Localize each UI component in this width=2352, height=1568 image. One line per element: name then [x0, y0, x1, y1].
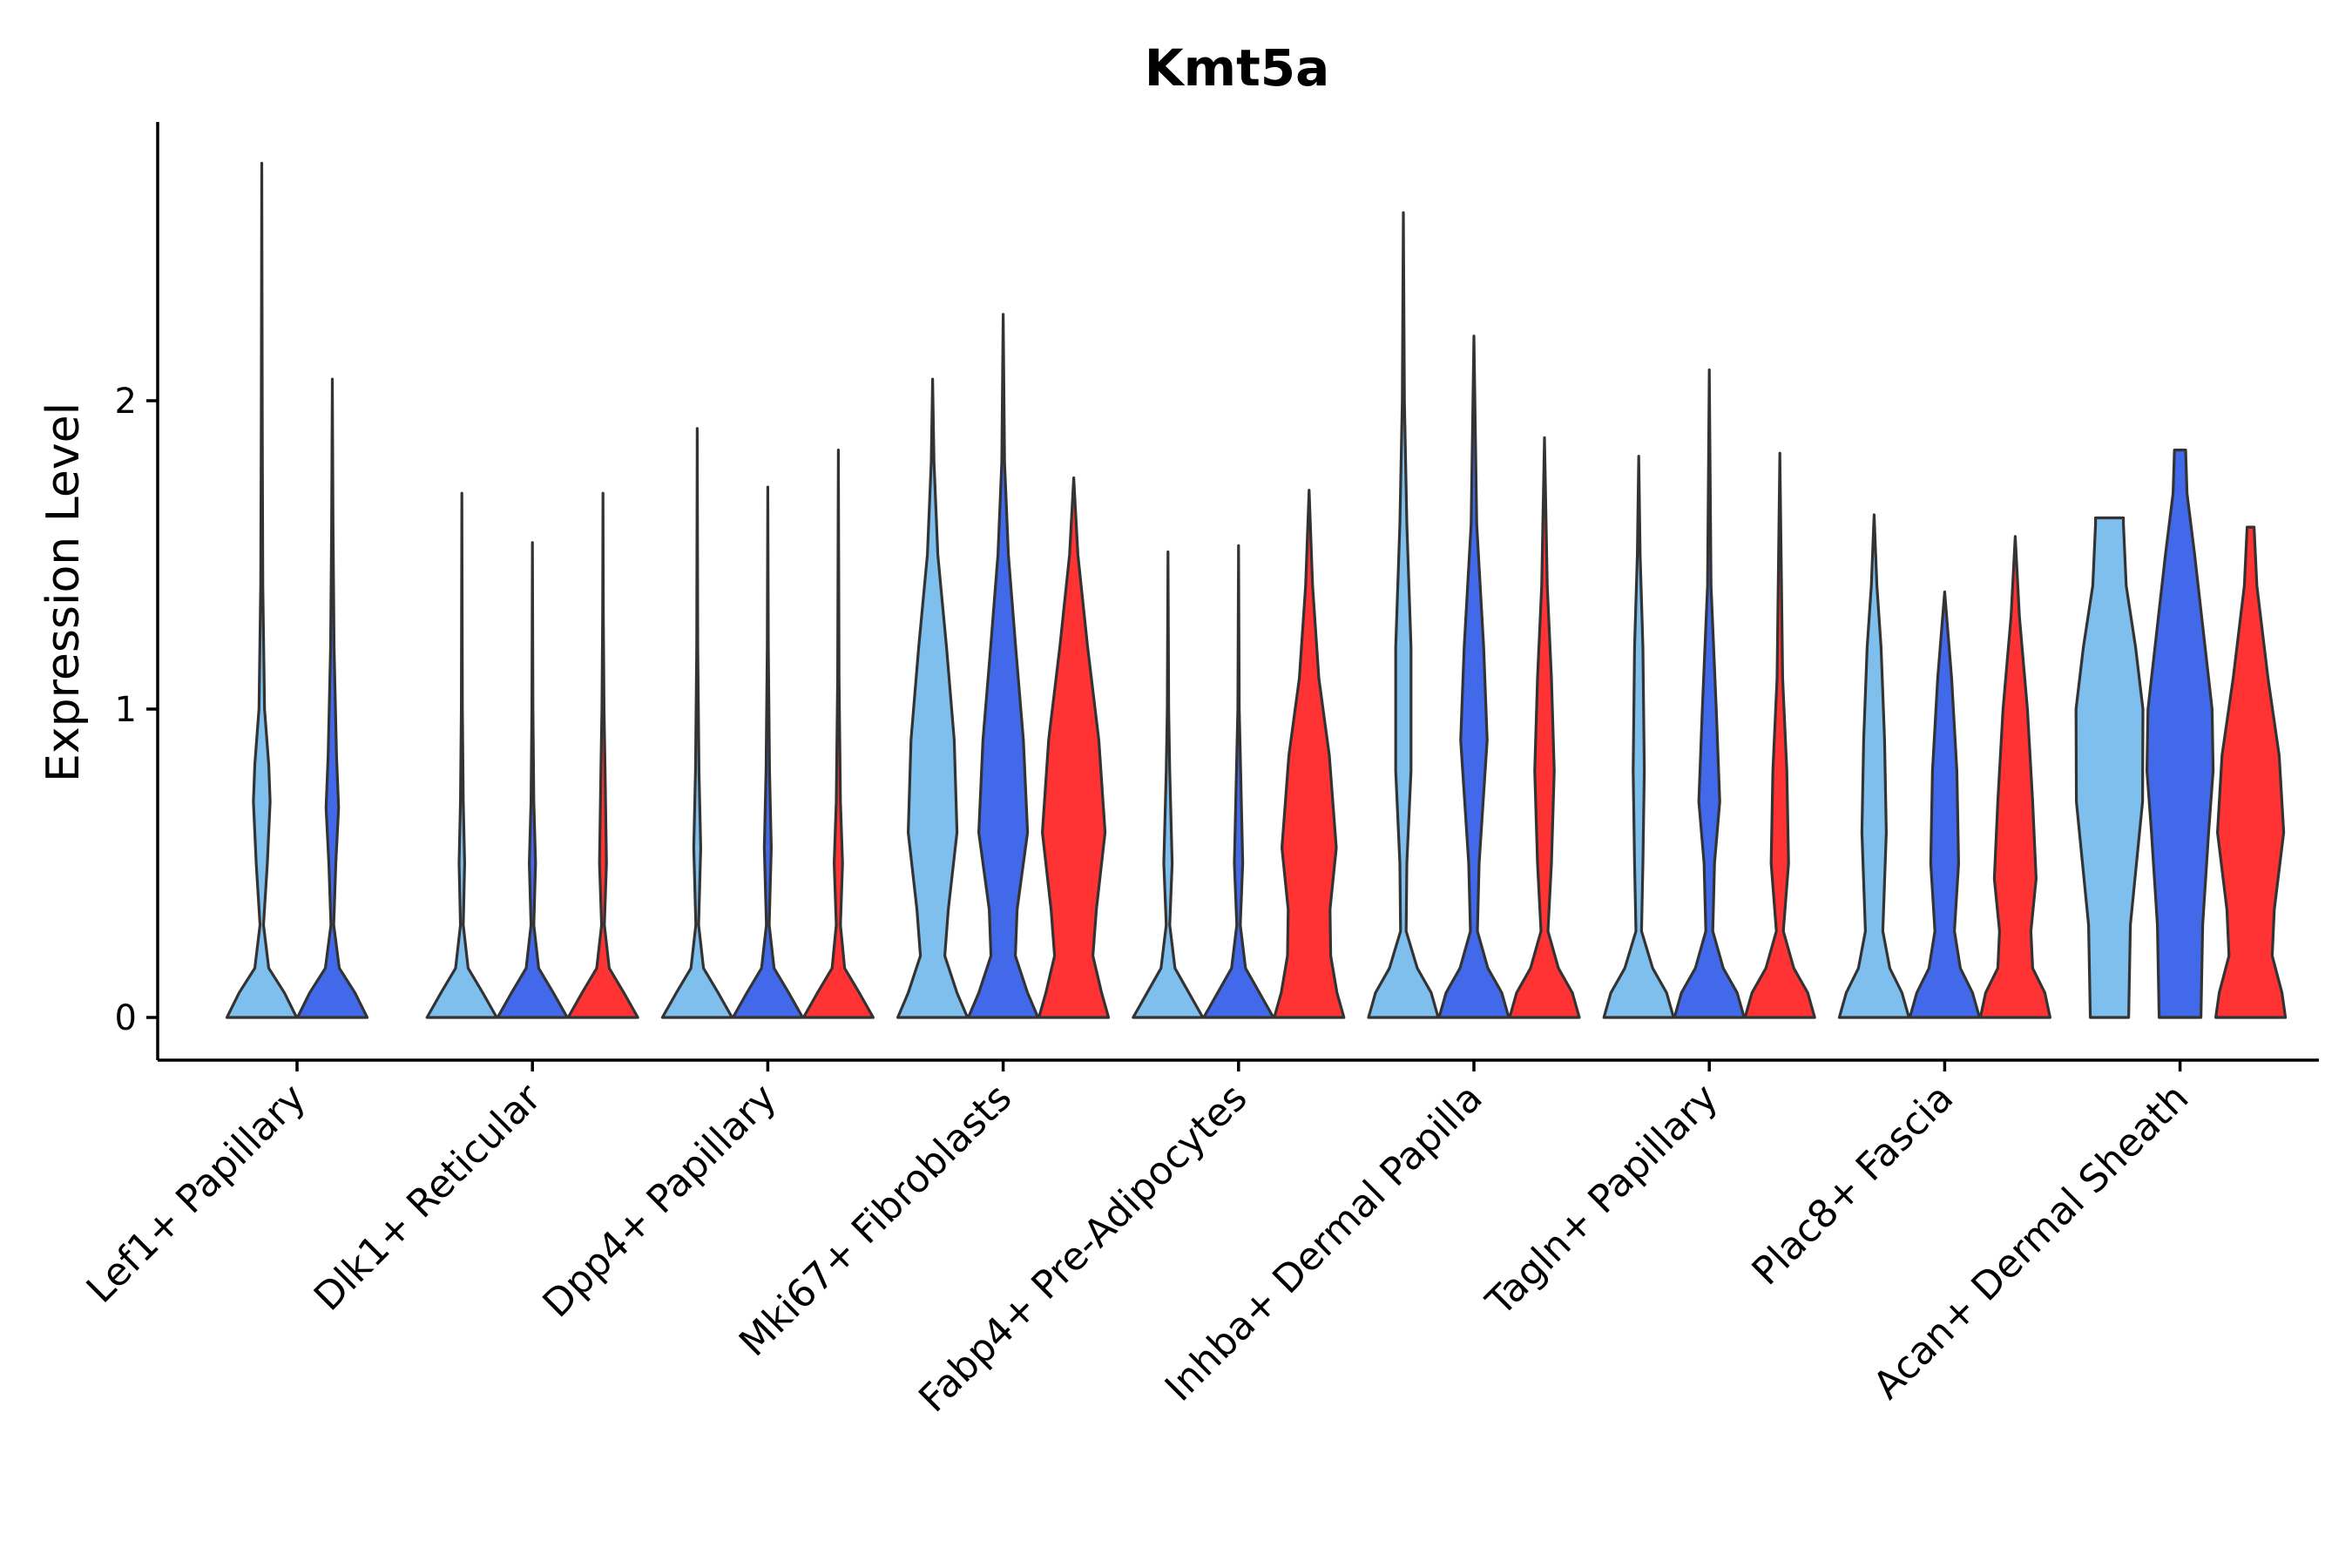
violin-5-1: [1437, 335, 1511, 1019]
violin-6-1: [1673, 368, 1746, 1019]
x-tick-label-0: Lef1+ Papillary: [78, 1076, 314, 1312]
x-tick-label-2: Dpp4+ Papillary: [535, 1076, 786, 1327]
violin-8-2: [2214, 525, 2288, 1019]
violin-0-0: [225, 161, 299, 1019]
y-tick-label-1: 1: [115, 690, 137, 730]
chart-title: Kmt5a: [1145, 38, 1330, 98]
violin-2-1: [731, 485, 804, 1019]
violin-7-1: [1908, 590, 1981, 1019]
violin-8-1: [2146, 449, 2215, 1019]
violin-7-0: [1837, 513, 1910, 1019]
violin-6-0: [1602, 455, 1675, 1019]
violin-2-0: [660, 427, 733, 1019]
x-tick-label-6: Tagln+ Papillary: [1477, 1076, 1727, 1325]
violin-5-0: [1367, 211, 1440, 1019]
x-tick-label-3: Mki67+ Fibroblasts: [731, 1076, 1020, 1365]
violin-4-2: [1273, 489, 1346, 1019]
violin-5-2: [1508, 436, 1581, 1019]
violin-0-1: [295, 377, 369, 1019]
violin-3-1: [967, 313, 1040, 1019]
x-tick-label-7: Plac8+ Fascia: [1744, 1076, 1963, 1294]
violin-8-0: [2074, 516, 2145, 1019]
y-ticks: 0 1 2: [115, 382, 158, 1038]
y-axis-label: Expression Level: [37, 402, 90, 782]
x-tick-label-1: Dlk1+ Reticular: [306, 1075, 551, 1320]
violin-3-0: [896, 377, 970, 1019]
y-tick-label-0: 0: [115, 998, 137, 1038]
violin-4-0: [1132, 550, 1205, 1019]
violins-layer: [225, 161, 2288, 1019]
violin-1-1: [496, 541, 569, 1019]
violin-1-2: [566, 491, 639, 1019]
violin-4-1: [1202, 544, 1275, 1019]
violin-3-2: [1037, 476, 1111, 1019]
y-tick-label-2: 2: [115, 382, 137, 422]
violin-1-0: [425, 491, 498, 1019]
violin-2-2: [801, 449, 875, 1019]
violin-6-2: [1743, 451, 1816, 1019]
violin-7-2: [1978, 535, 2051, 1019]
